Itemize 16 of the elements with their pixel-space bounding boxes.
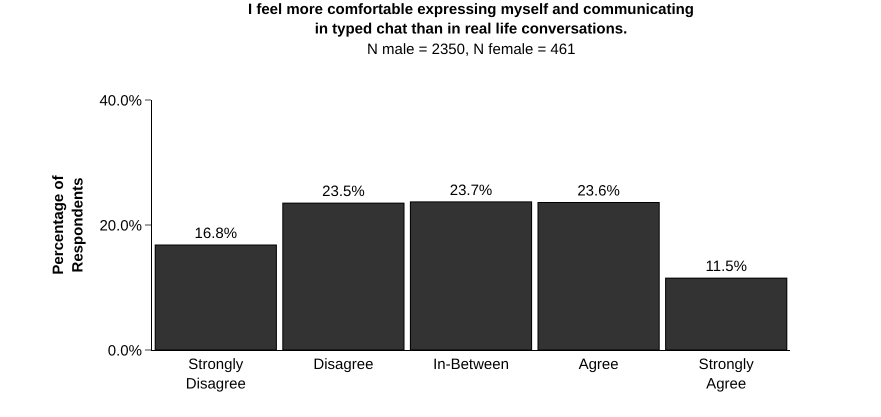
y-tick-label: 20.0% xyxy=(99,217,142,234)
y-tick-label: 40.0% xyxy=(99,92,142,110)
x-tick-label: In-Between xyxy=(433,356,509,373)
data-label: 23.5% xyxy=(322,183,365,200)
x-tick-label: Strongly Disagree xyxy=(186,356,246,392)
data-label: 23.6% xyxy=(577,182,620,200)
y-axis-title: Percentage of Respondents xyxy=(50,174,87,275)
data-label: 23.7% xyxy=(450,182,492,199)
data-label: 11.5% xyxy=(705,258,747,276)
x-tick-label: Disagree xyxy=(313,356,374,373)
data-label: 16.8% xyxy=(194,225,238,242)
chart-subtitle: N male = 2350, N female = 461 xyxy=(367,41,576,58)
chart-title: I feel more comfortable expressing myself and communicating in typed chat than in real life conversations. xyxy=(248,1,694,38)
y-tick-label: 0.0% xyxy=(108,342,142,360)
x-tick-label: Strongly Agree xyxy=(698,356,754,392)
x-tick-label: Agree xyxy=(578,356,619,373)
